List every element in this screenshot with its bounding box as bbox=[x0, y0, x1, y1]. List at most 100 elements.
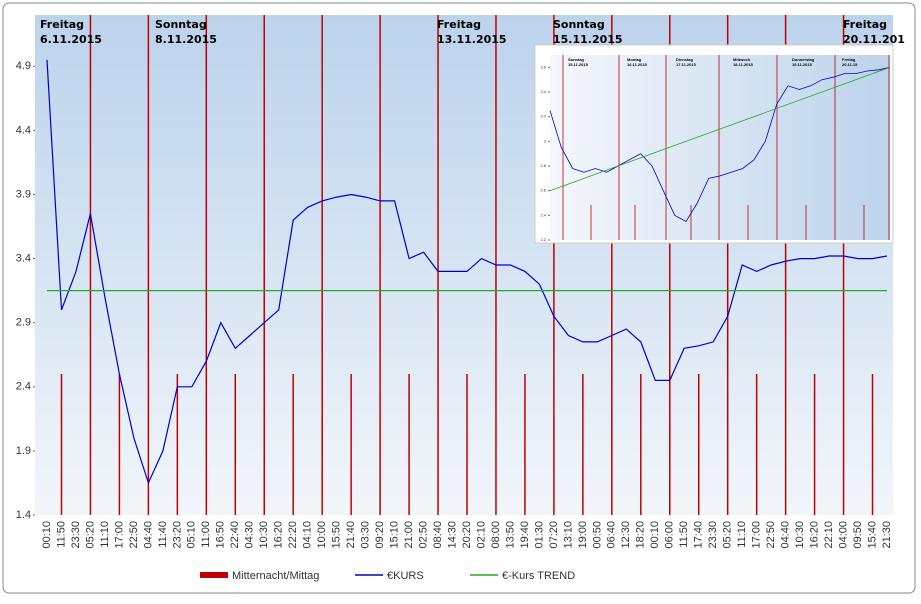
series-line bbox=[549, 66, 891, 223]
x-tick-label: 04:40 bbox=[142, 521, 154, 549]
x-tick-label: 06:00 bbox=[664, 521, 676, 549]
x-tick-label: 06:40 bbox=[606, 521, 618, 549]
y-tick-label: 2.4 bbox=[16, 381, 31, 393]
x-tick-label: 23:30 bbox=[70, 521, 82, 549]
day-label: Freitag bbox=[40, 18, 84, 31]
x-tick-label: 04:40 bbox=[780, 521, 792, 549]
day-label: Freitag bbox=[843, 18, 887, 31]
x-tick-label: 11:50 bbox=[678, 521, 690, 548]
y-tick-label: 3.4 bbox=[16, 252, 31, 264]
x-tick-label: 19:40 bbox=[519, 521, 531, 549]
x-tick-label: 05:10 bbox=[186, 521, 198, 549]
x-tick-label: 08:00 bbox=[490, 521, 502, 549]
x-tick-label: 20:20 bbox=[461, 521, 473, 549]
x-tick-label: 03:30 bbox=[360, 521, 372, 549]
legend-label: Mitternacht/Mittag bbox=[232, 570, 319, 582]
x-tick-label: 04:10 bbox=[302, 521, 314, 549]
y-tick-label: 4.4 bbox=[16, 124, 31, 136]
day-date: 17.11.2015 bbox=[676, 62, 697, 67]
x-tick-label: 18:20 bbox=[635, 521, 647, 549]
x-tick-label: 21:40 bbox=[345, 521, 357, 549]
day-date: 20.11.201 bbox=[843, 33, 905, 46]
x-tick-label: 05:20 bbox=[84, 521, 96, 549]
series-line bbox=[46, 59, 888, 485]
x-tick-label: 08:40 bbox=[432, 521, 444, 549]
x-tick-label: 23:20 bbox=[171, 521, 183, 549]
x-tick-label: 01:30 bbox=[533, 521, 545, 549]
legend-swatch bbox=[200, 572, 228, 578]
y-tick-label: 2.2 bbox=[540, 237, 546, 242]
y-tick-label: 1.9 bbox=[16, 445, 31, 457]
y-tick-label: 3 bbox=[544, 138, 547, 143]
x-tick-label: 10:30 bbox=[258, 521, 270, 549]
day-date: 15.11.2015 bbox=[568, 62, 589, 67]
x-tick-label: 13:10 bbox=[562, 521, 574, 549]
day-date: 6.11.2015 bbox=[40, 33, 102, 46]
day-label: Montag bbox=[627, 57, 642, 62]
day-label: Dienstag bbox=[676, 57, 693, 62]
x-tick-label: 10:00 bbox=[316, 521, 328, 549]
x-tick-label: 17:00 bbox=[113, 521, 125, 549]
legend: Mitternacht/Mittag €KURS €-Kurs TREND bbox=[200, 570, 575, 582]
y-tick-label: 3.6 bbox=[540, 64, 546, 69]
legend-label: €KURS bbox=[387, 570, 424, 582]
x-tick-label: 23:30 bbox=[707, 521, 719, 549]
day-date: 20.11.15 bbox=[842, 62, 858, 67]
day-date: 18.11.2015 bbox=[733, 62, 754, 67]
inset-plot bbox=[550, 55, 890, 240]
x-tick-label: 02:50 bbox=[417, 521, 429, 549]
x-tick-label: 00:10 bbox=[649, 521, 661, 549]
y-tick-label: 3.2 bbox=[540, 114, 546, 119]
x-tick-label: 11:50 bbox=[55, 521, 67, 548]
y-tick-label: 3.9 bbox=[16, 188, 31, 200]
y-tick-label: 2.8 bbox=[540, 163, 546, 168]
x-tick-label: 21:00 bbox=[403, 521, 415, 549]
y-tick-label: 4.9 bbox=[16, 60, 31, 72]
x-tick-label: 22:50 bbox=[765, 521, 777, 549]
day-label: Sonntag bbox=[568, 57, 585, 62]
day-label: Donnerstag bbox=[792, 57, 815, 62]
day-label: Freitag bbox=[437, 18, 481, 31]
day-date: 15.11.2015 bbox=[553, 33, 623, 46]
x-tick-label: 19:00 bbox=[577, 521, 589, 549]
x-tick-label: 12:30 bbox=[620, 521, 632, 549]
legend-label: €-Kurs TREND bbox=[502, 570, 575, 582]
x-tick-label: 22:40 bbox=[229, 521, 241, 549]
x-tick-label: 16:20 bbox=[273, 521, 285, 549]
x-tick-label: 11:10 bbox=[736, 521, 748, 548]
x-tick-label: 05:20 bbox=[722, 521, 734, 549]
x-tick-label: 16:50 bbox=[215, 521, 227, 549]
x-tick-label: 11:10 bbox=[99, 521, 111, 548]
x-tick-label: 11:00 bbox=[200, 521, 212, 548]
x-tick-label: 22:50 bbox=[128, 521, 140, 549]
y-tick-label: 2.4 bbox=[540, 212, 546, 217]
x-tick-label: 04:00 bbox=[837, 521, 849, 549]
x-tick-label: 13:50 bbox=[504, 521, 516, 549]
day-date: 19.11.2015 bbox=[792, 62, 813, 67]
x-tick-label: 17:00 bbox=[751, 521, 763, 549]
x-tick-label: 15:40 bbox=[866, 521, 878, 549]
x-tick-label: 07:20 bbox=[548, 521, 560, 549]
x-tick-label: 09:50 bbox=[852, 521, 864, 549]
x-tick-label: 22:20 bbox=[287, 521, 299, 549]
x-tick-label: 15:50 bbox=[331, 521, 343, 549]
series-line bbox=[549, 66, 891, 192]
day-date: 8.11.2015 bbox=[155, 33, 217, 46]
day-label: Freitag bbox=[842, 57, 856, 62]
x-tick-label: 04:30 bbox=[244, 521, 256, 549]
day-label: Sonntag bbox=[155, 18, 207, 31]
day-label: Sonntag bbox=[553, 18, 605, 31]
x-tick-label: 14:30 bbox=[446, 521, 458, 549]
y-tick-label: 2.6 bbox=[540, 188, 546, 193]
x-tick-label: 02:10 bbox=[475, 521, 487, 549]
x-tick-label: 00:50 bbox=[591, 521, 603, 549]
x-tick-label: 00:10 bbox=[41, 521, 53, 549]
x-tick-label: 17:40 bbox=[693, 521, 705, 549]
x-tick-label: 22:10 bbox=[823, 521, 835, 549]
x-tick-label: 16:20 bbox=[808, 521, 820, 549]
day-label: Mittwoch bbox=[733, 57, 751, 62]
x-tick-label: 09:20 bbox=[374, 521, 386, 549]
y-tick-label: 1.4 bbox=[16, 509, 31, 521]
